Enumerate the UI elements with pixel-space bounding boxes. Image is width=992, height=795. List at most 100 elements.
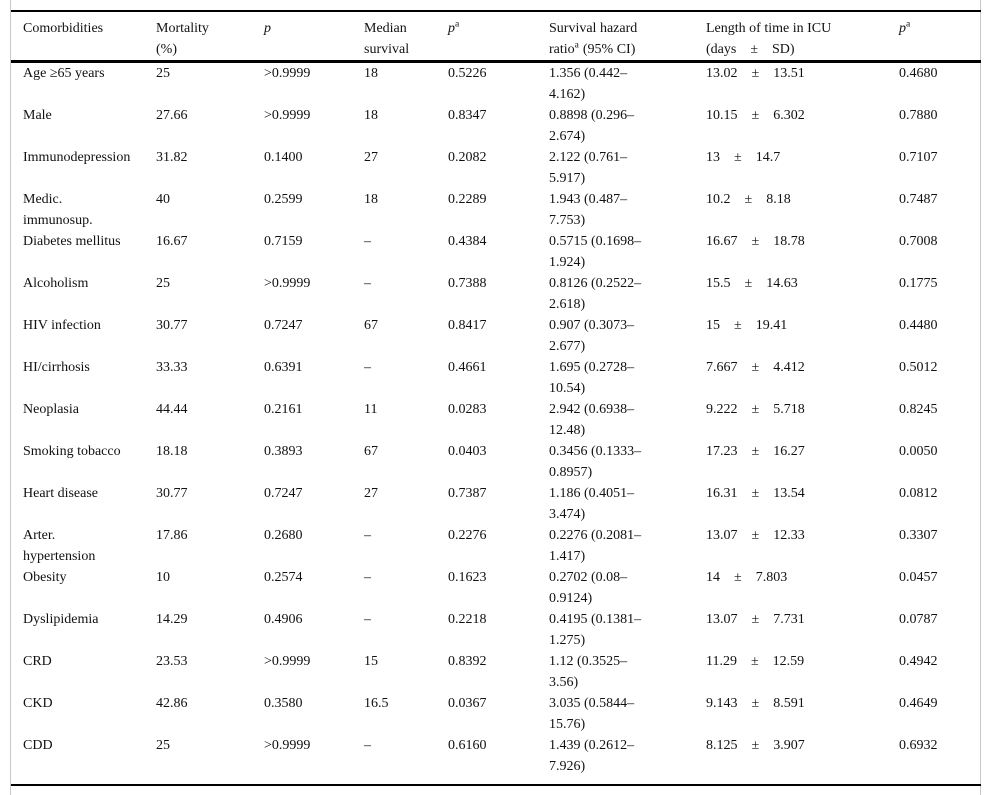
cell-comorbidity: Alcoholism (11, 273, 144, 315)
cell-p: 0.3580 (252, 693, 352, 735)
cell-median-survival: 67 (352, 315, 436, 357)
hazard-ratio-value: 0.4195 (0.1381– 1.275) (549, 612, 642, 648)
median-survival-value: 15 (364, 654, 378, 669)
cell-median-survival: – (352, 609, 436, 651)
cell-icu-time: 13.02 ±13.51 (694, 62, 887, 106)
hazard-ratio-value: 1.186 (0.4051– 3.474) (549, 486, 635, 522)
comorbidity-name: Dyslipidemia (23, 612, 99, 627)
p-value: >0.9999 (264, 738, 311, 753)
cell-p-icu: 0.0812 (887, 483, 981, 525)
icu-mean-value: 13.07 (706, 528, 738, 543)
cell-hazard-ratio: 1.186 (0.4051– 3.474) (537, 483, 694, 525)
cell-comorbidity: HI/cirrhosis (11, 357, 144, 399)
p-value: 0.7247 (264, 318, 303, 333)
cell-hazard-ratio: 0.2276 (0.2081– 1.417) (537, 525, 694, 567)
p-value: >0.9999 (264, 654, 311, 669)
cell-p-survival: 0.8417 (436, 315, 537, 357)
table-row: Alcoholism 25 >0.9999 – 0.7388 0.8126 (0… (11, 273, 981, 315)
icu-mean-value: 9.222 (706, 402, 738, 417)
p-survival-value: 0.8392 (448, 654, 487, 669)
median-survival-value: – (364, 570, 371, 585)
cell-p: >0.9999 (252, 651, 352, 693)
cell-p: 0.7159 (252, 231, 352, 273)
table-row: CKD 42.86 0.3580 16.5 0.0367 3.035 (0.58… (11, 693, 981, 735)
header-label: Median survival (364, 21, 410, 57)
icu-sd-value: 13.54 (773, 486, 805, 501)
cell-p-survival: 0.2082 (436, 147, 537, 189)
cell-p: >0.9999 (252, 105, 352, 147)
cell-mortality: 30.77 (144, 483, 252, 525)
header-row: Comorbidities Mortality (%) p Median sur… (11, 11, 981, 63)
table-row: Male 27.66 >0.9999 18 0.8347 0.8898 (0.2… (11, 105, 981, 147)
cell-median-survival: 18 (352, 62, 436, 106)
comorbidity-name: HI/cirrhosis (23, 360, 90, 375)
cell-p-icu: 0.6932 (887, 735, 981, 785)
header-label: Length of time in ICU (706, 21, 832, 36)
hazard-ratio-value: 1.695 (0.2728– 10.54) (549, 360, 635, 396)
table-row: Dyslipidemia 14.29 0.4906 – 0.2218 0.419… (11, 609, 981, 651)
hazard-ratio-value: 1.439 (0.2612– 7.926) (549, 738, 635, 774)
p-icu-value: 0.8245 (899, 402, 938, 417)
hazard-ratio-value: 1.12 (0.3525– 3.56) (549, 654, 628, 690)
cell-p-icu: 0.5012 (887, 357, 981, 399)
median-survival-value: 11 (364, 402, 378, 417)
cell-icu-time: 16.31 ±13.54 (694, 483, 887, 525)
cell-p-survival: 0.6160 (436, 735, 537, 785)
cell-hazard-ratio: 0.2702 (0.08– 0.9124) (537, 567, 694, 609)
mortality-value: 44.44 (156, 402, 188, 417)
cell-mortality: 23.53 (144, 651, 252, 693)
cell-icu-time: 16.67 ±18.78 (694, 231, 887, 273)
hazard-ratio-value: 0.3456 (0.1333– 0.8957) (549, 444, 642, 480)
header-label: (95% CI) (582, 42, 636, 57)
cell-comorbidity: Heart disease (11, 483, 144, 525)
plus-minus-symbol: ± (750, 654, 759, 669)
p-icu-value: 0.5012 (899, 360, 938, 375)
cell-comorbidity: Medic. immunosup. (11, 189, 144, 231)
cell-p-icu: 0.1775 (887, 273, 981, 315)
p-icu-value: 0.7487 (899, 192, 938, 207)
median-survival-value: 18 (364, 66, 378, 81)
cell-median-survival: – (352, 273, 436, 315)
cell-p: 0.4906 (252, 609, 352, 651)
cell-p: 0.2599 (252, 189, 352, 231)
p-survival-value: 0.0403 (448, 444, 487, 459)
comorbidity-name: Alcoholism (23, 276, 89, 291)
cell-comorbidity: HIV infection (11, 315, 144, 357)
icu-sd-value: 18.78 (773, 234, 805, 249)
cell-mortality: 31.82 (144, 147, 252, 189)
mortality-value: 18.18 (156, 444, 188, 459)
header-label: Mortality (%) (156, 21, 209, 57)
cell-mortality: 18.18 (144, 441, 252, 483)
icu-mean-value: 16.67 (706, 234, 738, 249)
cell-p: >0.9999 (252, 273, 352, 315)
plus-minus-symbol: ± (734, 570, 742, 585)
icu-sd-value: 6.302 (773, 108, 805, 123)
cell-p: 0.6391 (252, 357, 352, 399)
mortality-value: 25 (156, 276, 170, 291)
p-icu-value: 0.7880 (899, 108, 938, 123)
header-label: ratio (549, 42, 575, 57)
col-header-icu-time: Length of time in ICU (days ± SD) (694, 11, 887, 63)
icu-sd-value: 7.731 (773, 612, 805, 627)
hazard-ratio-value: 2.942 (0.6938– 12.48) (549, 402, 635, 438)
median-survival-value: 16.5 (364, 696, 389, 711)
p-value: >0.9999 (264, 66, 311, 81)
cell-icu-time: 11.29 ±12.59 (694, 651, 887, 693)
hazard-ratio-value: 1.943 (0.487– 7.753) (549, 192, 628, 228)
table-row: Obesity 10 0.2574 – 0.1623 0.2702 (0.08–… (11, 567, 981, 609)
p-survival-value: 0.1623 (448, 570, 487, 585)
mortality-value: 42.86 (156, 696, 188, 711)
icu-mean-value: 11.29 (706, 654, 737, 669)
header-label: Comorbidities (23, 21, 104, 36)
cell-mortality: 44.44 (144, 399, 252, 441)
table-frame: Comorbidities Mortality (%) p Median sur… (10, 0, 981, 795)
cell-median-survival: 11 (352, 399, 436, 441)
cell-p: 0.2680 (252, 525, 352, 567)
cell-median-survival: – (352, 735, 436, 785)
cell-p: 0.2161 (252, 399, 352, 441)
icu-sd-value: 14.7 (755, 150, 781, 165)
icu-sd-value: 5.718 (773, 402, 805, 417)
plus-minus-symbol: ± (751, 234, 760, 249)
icu-sd-value: 19.41 (755, 318, 788, 333)
cell-comorbidity: CKD (11, 693, 144, 735)
